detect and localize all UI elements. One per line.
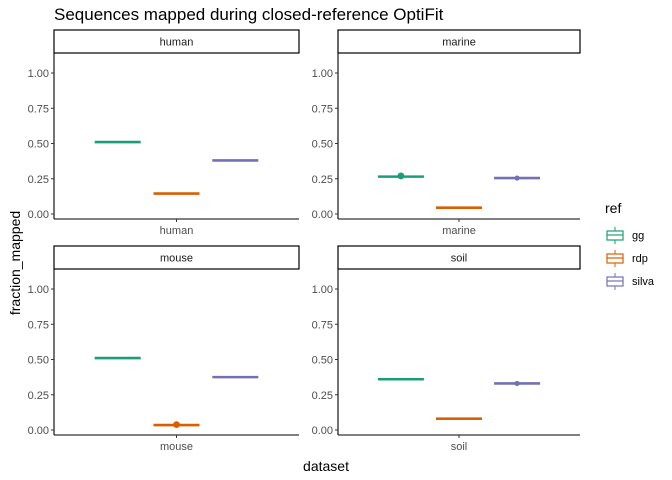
outlier-point-gg xyxy=(397,172,405,180)
facet-strip-label: marine xyxy=(442,37,476,49)
y-tick-label: 0.75 xyxy=(28,319,49,331)
facet-strip xyxy=(337,245,581,270)
y-tick-label: 0.50 xyxy=(312,355,333,367)
x-tick-label: mouse xyxy=(160,441,193,453)
facet-panels: human 0.00 0.25 0.50 0.75 1.00 human marine 0.00… xyxy=(28,29,581,453)
outlier-point-silva xyxy=(514,175,520,181)
facet-strip-label: soil xyxy=(451,253,468,265)
y-tick-label: 0.25 xyxy=(28,174,49,186)
legend-label: silva xyxy=(632,276,655,288)
legend-title: ref xyxy=(605,200,621,216)
y-tick-label: 0.50 xyxy=(312,139,333,151)
y-tick-label: 0.50 xyxy=(28,355,49,367)
outlier-point-rdp xyxy=(173,421,180,429)
legend-entry-rdp: rdp xyxy=(606,250,648,267)
facet-strip-label: human xyxy=(160,37,194,49)
x-tick-label: marine xyxy=(442,225,476,237)
facet-strip-label: mouse xyxy=(160,253,193,265)
chart-title: Sequences mapped during closed-reference… xyxy=(54,5,444,24)
y-tick-label: 1.00 xyxy=(312,284,333,296)
y-tick-label: 1.00 xyxy=(28,284,49,296)
y-tick-label: 0.75 xyxy=(312,319,333,331)
y-tick-label: 0.25 xyxy=(312,174,333,186)
facet-panel-marine: marine 0.00 0.25 0.50 0.75 1.00 marine xyxy=(312,29,581,237)
legend-entry-silva: silva xyxy=(606,273,655,290)
y-tick-label: 0.00 xyxy=(28,209,49,221)
facet-strip xyxy=(53,29,300,54)
y-tick-label: 0.50 xyxy=(28,139,49,151)
facet-panel-mouse: mouse 0.00 0.25 0.50 0.75 1.00 mouse xyxy=(28,245,300,453)
x-tick-label: soil xyxy=(451,441,468,453)
x-axis-title: dataset xyxy=(303,458,349,474)
legend-label: gg xyxy=(632,230,644,242)
outlier-point-silva xyxy=(514,380,520,387)
y-tick-label: 0.00 xyxy=(28,425,49,437)
y-tick-label: 1.00 xyxy=(28,68,49,80)
y-tick-label: 0.25 xyxy=(28,390,49,402)
facet-strip xyxy=(337,29,581,54)
facet-panel-human: human 0.00 0.25 0.50 0.75 1.00 human xyxy=(28,29,300,237)
y-axis-title: fraction_mapped xyxy=(7,211,23,315)
y-tick-label: 0.25 xyxy=(312,390,333,402)
y-tick-label: 1.00 xyxy=(312,68,333,80)
facet-panel-soil: soil 0.00 0.25 0.50 0.75 1.00 soil xyxy=(312,245,581,453)
legend: ref gg rdp silva xyxy=(605,200,655,290)
legend-entry-gg: gg xyxy=(606,227,644,244)
y-tick-label: 0.75 xyxy=(312,103,333,115)
x-tick-label: human xyxy=(160,225,194,237)
legend-label: rdp xyxy=(632,253,648,265)
y-tick-label: 0.00 xyxy=(312,425,333,437)
y-tick-label: 0.00 xyxy=(312,209,333,221)
facet-strip xyxy=(53,245,300,270)
y-tick-label: 0.75 xyxy=(28,103,49,115)
